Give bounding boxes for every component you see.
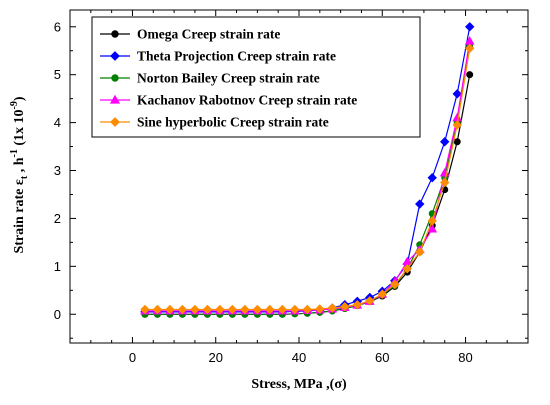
data-point	[465, 22, 475, 32]
x-axis-title: Stress, MPa ,(σ)	[251, 377, 347, 392]
series-layer	[140, 22, 475, 318]
data-point	[190, 304, 200, 315]
legend-label: Sine hyperbolic Creep strain rate	[137, 115, 329, 130]
legend-entry: Norton Bailey Creep strain rate	[100, 71, 320, 86]
data-point	[340, 301, 350, 312]
y-tick-label: 4	[54, 115, 61, 130]
data-point	[415, 247, 425, 257]
data-point	[452, 112, 463, 122]
data-point	[390, 279, 400, 290]
legend-entry: Kachanov Rabotnov Creep strain rate	[100, 93, 357, 108]
legend-entry: Sine hyperbolic Creep strain rate	[100, 115, 329, 130]
legend-label: Norton Bailey Creep strain rate	[137, 71, 320, 86]
data-point	[265, 304, 275, 315]
data-point	[327, 303, 338, 313]
legend-marker	[110, 117, 120, 127]
data-point	[466, 71, 474, 79]
legend-box	[91, 16, 421, 138]
data-point	[452, 89, 462, 99]
data-point	[227, 304, 238, 315]
legend-marker	[110, 51, 120, 61]
data-point	[415, 199, 425, 209]
data-point	[427, 172, 437, 183]
x-tick-label: 40	[292, 350, 306, 365]
legend-label: Omega Creep strain rate	[137, 27, 280, 42]
data-point	[152, 304, 163, 315]
series-5	[140, 43, 475, 315]
data-point	[427, 223, 438, 233]
legend-marker	[111, 30, 119, 38]
legend-label: Kachanov Rabotnov Creep strain rate	[137, 93, 357, 108]
y-axis-title-main: Strain rate ε	[12, 179, 27, 253]
y-tick-label: 5	[54, 67, 61, 82]
legend-entry: Omega Creep strain rate	[100, 27, 280, 42]
y-axis-title-end: )	[12, 96, 27, 101]
data-point	[315, 304, 325, 314]
data-point	[402, 264, 412, 274]
y-axis-title-sup2: -9	[9, 101, 20, 109]
y-axis-title-sub: t	[19, 175, 30, 179]
data-point	[453, 138, 461, 146]
legend-marker	[109, 94, 121, 104]
y-tick-label: 0	[54, 307, 61, 322]
axes: 0 20 40 60 80 0 1 2 3 4 5 6	[54, 10, 528, 365]
data-point	[440, 137, 450, 147]
data-point	[177, 304, 188, 315]
data-point	[140, 304, 150, 315]
y-axis-title-mid2: (1x 10	[12, 109, 27, 149]
data-point	[302, 304, 313, 315]
data-point	[427, 216, 437, 226]
data-point	[252, 304, 263, 315]
y-tick-label: 6	[54, 19, 61, 34]
data-point	[452, 120, 462, 130]
data-point	[440, 177, 450, 188]
y-tick-label: 1	[54, 259, 61, 274]
x-tick-label: 80	[458, 350, 472, 365]
x-tick-label: 60	[375, 350, 389, 365]
data-point	[290, 304, 300, 315]
y-tick-label: 3	[54, 163, 61, 178]
data-point	[215, 304, 225, 315]
legend: Omega Creep strain rate Theta Projection …	[91, 16, 421, 138]
y-axis-title: Strain rate εt , h-1 (1x 10-9)	[9, 96, 30, 253]
data-point	[352, 299, 362, 310]
data-point	[202, 304, 213, 315]
data-point	[365, 296, 375, 306]
legend-marker	[111, 74, 119, 82]
y-tick-label: 2	[54, 211, 61, 226]
data-point	[377, 289, 387, 299]
data-point	[240, 304, 250, 315]
legend-label: Theta Projection Creep strain rate	[137, 49, 336, 64]
data-point	[277, 304, 288, 315]
y-axis-title-sup1: -1	[9, 149, 20, 157]
x-tick-label: 0	[129, 350, 136, 365]
x-tick-label: 20	[208, 350, 222, 365]
data-point	[465, 43, 475, 54]
data-point	[165, 304, 175, 315]
y-axis-title-mid: , h	[12, 157, 27, 176]
legend-entry: Theta Projection Creep strain rate	[100, 49, 336, 64]
